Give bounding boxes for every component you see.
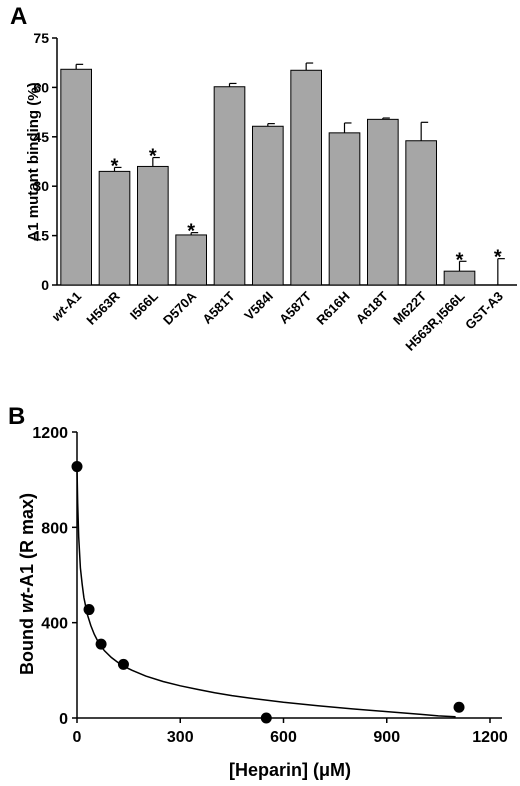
panel-b-data-point (117, 658, 129, 670)
panel-a-error-bars (75, 62, 505, 285)
panel-b-y-axis-title: Bound wt-A1 (R max) (17, 493, 37, 675)
panel-b-x-tick-label: 600 (270, 729, 297, 746)
panel-a-significance-marker: * (456, 249, 464, 271)
panel-a-bar (175, 234, 207, 286)
panel-a-category-label: A587T (276, 288, 314, 326)
panel-b-points (71, 461, 465, 724)
panel-b: B Bound wt-A1 (R max) [Heparin] (μM) 0 40… (8, 403, 508, 780)
panel-a-category-label: V584I (241, 289, 276, 324)
panel-a-error-bar (343, 122, 352, 133)
panel-b-y-ticks: 0 400 800 1200 (32, 425, 77, 728)
panel-a-category-label: I566L (127, 288, 161, 322)
panel-a-error-bar (420, 121, 429, 141)
panel-a-category-label: GST-A3 (462, 289, 506, 333)
panel-a-error-bar (228, 82, 237, 87)
panel-b-data-point (95, 638, 107, 650)
panel-a-error-bar (190, 232, 199, 235)
panel-a-significance-marker: * (494, 247, 502, 269)
panel-a-category-label: D570A (160, 288, 200, 328)
panel-b-y-tick-label: 400 (41, 616, 68, 633)
panel-b-data-point (260, 712, 272, 724)
panel-b-axes (76, 432, 502, 719)
panel-a-significance-marker: * (149, 146, 157, 168)
panel-a-bar (98, 170, 131, 286)
panel-b-y-tick-label: 1200 (32, 425, 68, 442)
panel-a-bar (252, 125, 284, 286)
panel-a-error-bar (305, 62, 314, 71)
panel-a-axes (56, 38, 517, 286)
panel-a-bar (137, 165, 169, 286)
panel-a-category-label: R616H (313, 289, 352, 328)
panel-b-data-point (453, 701, 465, 713)
panel-a-y-ticks: 0 15 30 45 60 75 (33, 30, 57, 293)
panel-a-category-label: wt-A1 (49, 289, 85, 325)
panel-b-y-axis-title-part-3: -A1 (R max) (17, 493, 37, 593)
panel-b-x-axis-title: [Heparin] (μM) (229, 760, 351, 780)
panel-a-bar (60, 68, 92, 286)
panel-b-x-tick-label: 300 (167, 729, 194, 746)
panel-a-bar (290, 69, 323, 286)
panel-letter-b: B (8, 403, 25, 430)
panel-a-bar (328, 132, 361, 286)
panel-a-y-tick-label: 75 (33, 30, 49, 46)
panel-b-x-tick-label: 900 (373, 729, 400, 746)
panel-a-category-labels: wt-A1 H563R I566L D570A A581T V584I A587T R616H… (49, 288, 506, 354)
panel-a-y-tick-label: 0 (41, 277, 49, 293)
panel-b-y-tick-label: 800 (41, 520, 68, 537)
panel-a-category-label: A581T (199, 288, 237, 326)
panel-a-bar (405, 140, 438, 286)
panel-b-x-ticks: 0 300 600 900 1200 (73, 718, 508, 746)
panel-b-data-point (83, 604, 95, 616)
panel-letter-a: A (10, 3, 27, 30)
panel-b-y-tick-label: 0 (59, 711, 68, 728)
panel-a-error-bar (458, 260, 467, 272)
panel-a-significance-marker: * (111, 155, 119, 177)
panel-a-significance-markers: * * * * * (111, 146, 502, 272)
panel-a-bars (60, 68, 476, 286)
panel-a-error-bar (152, 156, 160, 167)
panel-a-error-bar (75, 63, 84, 70)
panel-a-error-bar (497, 258, 505, 285)
panel-a-bar (367, 118, 399, 286)
panel-a-error-bar (267, 123, 275, 127)
panel-a-bar (443, 270, 476, 286)
panel-a-category-label: A618T (353, 288, 391, 326)
panel-b-y-axis-title-part-2: wt (17, 592, 37, 613)
panel-a-y-tick-label: 30 (33, 178, 49, 194)
panel-a-category-label: H563R (83, 288, 123, 328)
panel-a-bar (213, 86, 246, 286)
panel-a-y-tick-label: 60 (33, 79, 49, 95)
panel-b-fit-line (76, 467, 456, 718)
panel-a-error-bar (382, 117, 390, 120)
panel-a-error-bar (113, 166, 122, 172)
panel-b-data-point (71, 461, 83, 473)
panel-b-y-axis-title-part-1: Bound (17, 613, 37, 675)
panel-a-y-tick-label: 15 (33, 228, 49, 244)
panel-a-significance-marker: * (187, 221, 195, 243)
panel-b-fit-curve (76, 467, 456, 718)
panel-b-x-tick-label: 0 (73, 729, 82, 746)
panel-a-y-axis-title: A1 mutant binding (%) (25, 82, 42, 241)
panel-b-x-tick-label: 1200 (472, 729, 508, 746)
panel-a-y-tick-label: 45 (33, 129, 49, 145)
